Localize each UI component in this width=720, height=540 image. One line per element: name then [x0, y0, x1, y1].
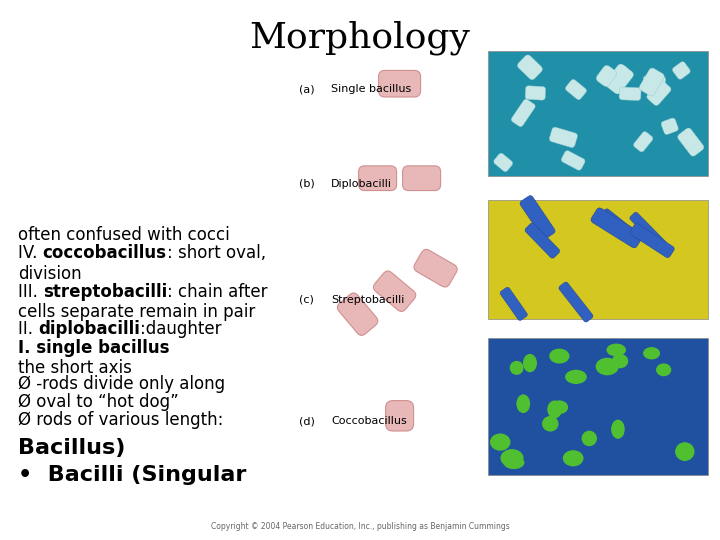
FancyBboxPatch shape [549, 127, 577, 147]
Ellipse shape [613, 355, 628, 368]
Ellipse shape [551, 401, 567, 414]
Ellipse shape [564, 451, 582, 465]
FancyBboxPatch shape [494, 153, 513, 172]
Ellipse shape [596, 359, 618, 375]
Text: coccobacillus: coccobacillus [42, 244, 166, 262]
FancyBboxPatch shape [599, 208, 636, 241]
Text: Coccobacillus: Coccobacillus [331, 416, 407, 426]
FancyBboxPatch shape [630, 224, 675, 258]
FancyBboxPatch shape [630, 212, 667, 249]
Text: (b): (b) [299, 179, 315, 188]
Text: (d): (d) [299, 416, 315, 426]
Text: the short axis: the short axis [18, 359, 132, 377]
Text: (a): (a) [299, 84, 315, 94]
FancyBboxPatch shape [379, 70, 420, 97]
Bar [488, 51, 708, 176]
FancyBboxPatch shape [500, 287, 528, 321]
FancyBboxPatch shape [374, 271, 416, 312]
Text: cells separate remain in pair: cells separate remain in pair [18, 303, 256, 321]
Ellipse shape [612, 420, 624, 438]
Text: II.: II. [18, 320, 38, 339]
FancyBboxPatch shape [647, 80, 671, 105]
Ellipse shape [676, 443, 694, 460]
Text: (c): (c) [299, 295, 314, 305]
Ellipse shape [523, 355, 536, 372]
Bar [488, 338, 708, 475]
Ellipse shape [517, 395, 529, 413]
FancyBboxPatch shape [678, 128, 704, 156]
Text: Ø -rods divide only along: Ø -rods divide only along [18, 375, 225, 394]
Text: diplobacilli: diplobacilli [38, 320, 140, 339]
Ellipse shape [657, 364, 670, 375]
Ellipse shape [582, 431, 596, 446]
Text: Copyright © 2004 Pearson Education, Inc., publishing as Benjamin Cummings: Copyright © 2004 Pearson Education, Inc.… [211, 522, 509, 531]
Text: Ø rods of various length:: Ø rods of various length: [18, 411, 223, 429]
FancyBboxPatch shape [672, 62, 690, 79]
Text: Ø oval to “hot dog”: Ø oval to “hot dog” [18, 393, 179, 411]
FancyBboxPatch shape [565, 79, 587, 100]
FancyBboxPatch shape [596, 65, 616, 86]
Bar [488, 200, 708, 319]
FancyBboxPatch shape [511, 99, 535, 127]
FancyBboxPatch shape [643, 76, 665, 88]
FancyBboxPatch shape [634, 131, 653, 152]
Ellipse shape [510, 362, 523, 374]
Ellipse shape [501, 450, 523, 467]
FancyBboxPatch shape [338, 293, 378, 335]
FancyBboxPatch shape [605, 64, 634, 94]
Ellipse shape [550, 349, 569, 363]
Ellipse shape [543, 417, 558, 431]
Ellipse shape [566, 370, 586, 383]
FancyBboxPatch shape [559, 282, 593, 322]
Text: often confused with cocci: often confused with cocci [18, 226, 230, 245]
Ellipse shape [548, 401, 562, 417]
Text: Bacillus): Bacillus) [18, 438, 125, 458]
Text: Morphology: Morphology [250, 21, 470, 55]
FancyBboxPatch shape [386, 401, 413, 431]
Text: Single bacillus: Single bacillus [331, 84, 411, 94]
FancyBboxPatch shape [591, 208, 643, 248]
Text: Diplobacilli: Diplobacilli [331, 179, 392, 188]
Ellipse shape [491, 434, 510, 450]
Text: :daughter: :daughter [140, 320, 222, 339]
Text: streptobacilli: streptobacilli [43, 282, 167, 301]
Text: : chain after: : chain after [167, 282, 268, 301]
Ellipse shape [607, 345, 625, 356]
Text: III.: III. [18, 282, 43, 301]
FancyBboxPatch shape [525, 86, 546, 100]
Text: : short oval,: : short oval, [166, 244, 266, 262]
Text: division: division [18, 265, 81, 284]
Ellipse shape [504, 457, 523, 468]
FancyBboxPatch shape [639, 68, 664, 96]
Text: Streptobacilli: Streptobacilli [331, 295, 405, 305]
FancyBboxPatch shape [414, 249, 457, 287]
Text: IV.: IV. [18, 244, 42, 262]
FancyBboxPatch shape [402, 166, 441, 191]
FancyBboxPatch shape [525, 223, 559, 258]
FancyBboxPatch shape [518, 55, 542, 80]
Ellipse shape [644, 348, 660, 359]
FancyBboxPatch shape [609, 66, 631, 85]
FancyBboxPatch shape [562, 151, 585, 170]
FancyBboxPatch shape [619, 87, 641, 100]
FancyBboxPatch shape [520, 195, 555, 239]
Text: •  Bacilli (Singular: • Bacilli (Singular [18, 465, 246, 485]
Text: I. single bacillus: I. single bacillus [18, 339, 169, 357]
FancyBboxPatch shape [661, 118, 678, 134]
FancyBboxPatch shape [359, 166, 397, 191]
